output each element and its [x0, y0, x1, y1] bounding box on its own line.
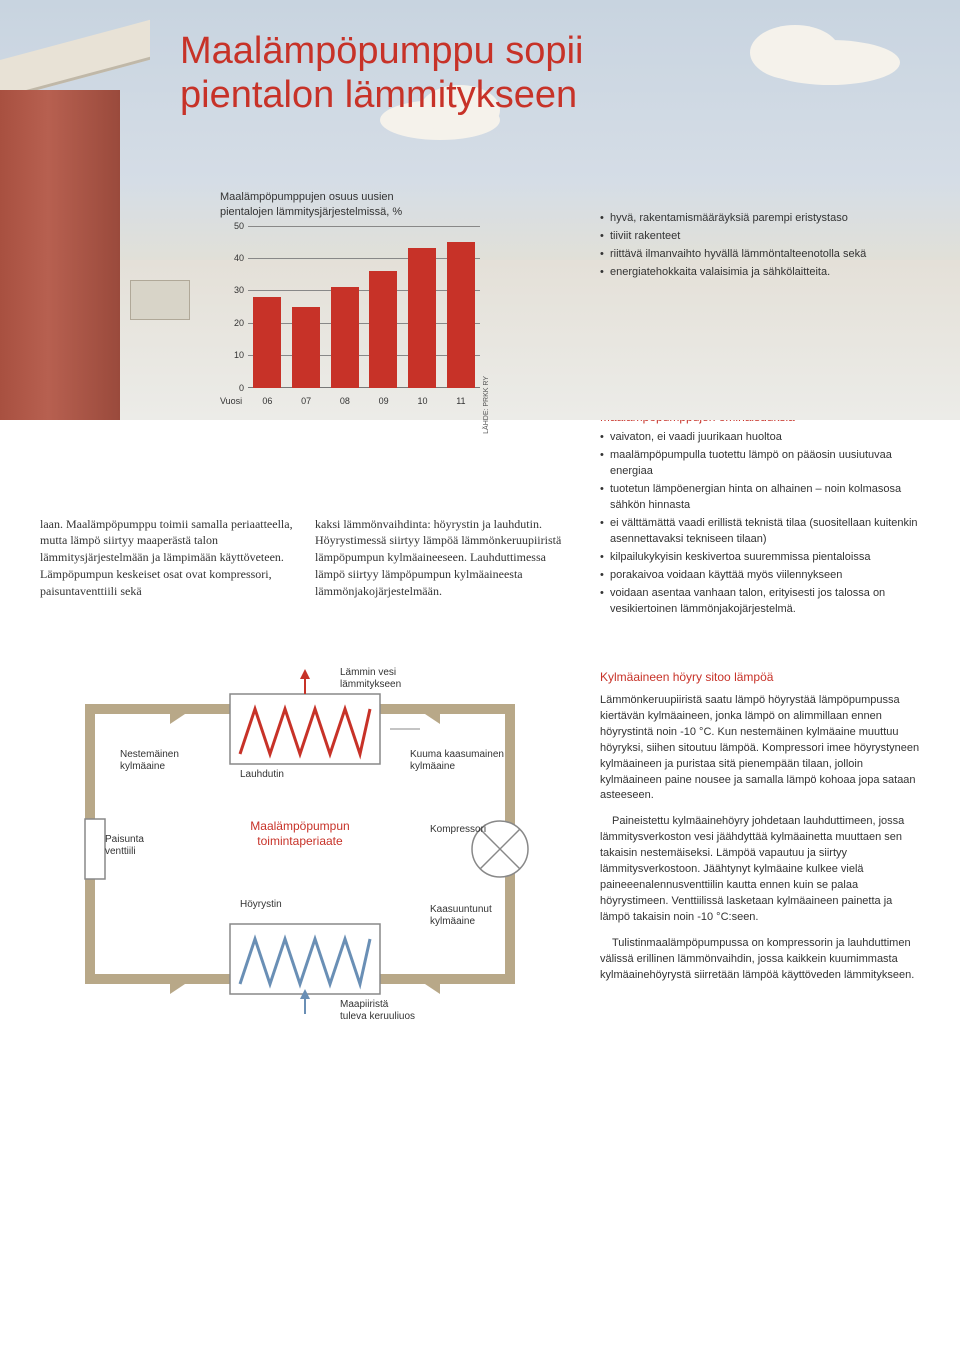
body-columns: laan. Maalämpöpumppu toimii samalla peri…	[40, 516, 570, 600]
list-item: ei välttämättä vaadi erillistä teknistä …	[600, 516, 920, 548]
list-item: voidaan asentaa vanhaan talon, erityises…	[600, 586, 920, 618]
refrigerant-p1: Lämmönkeruupiiristä saatu lämpö höyrystä…	[600, 693, 920, 805]
chart-title: Maalämpöpumppujen osuus uusien pientaloj…	[220, 190, 520, 220]
list-item: riittävä ilmanvaihto hyvällä lämmöntalte…	[600, 247, 920, 263]
label-hoyrystin: Höyrystin	[240, 899, 282, 911]
list-item: vaivaton, ei vaadi juurikaan huoltoa	[600, 430, 920, 446]
label-lauhdutin: Lauhdutin	[240, 769, 284, 781]
body-para-1: laan. Maalämpöpumppu toimii samalla peri…	[40, 516, 295, 600]
label-kuuma: Kuuma kaasumainen kylmäaine	[410, 749, 504, 773]
refrigerant-heading: Kylmäaineen höyry sitoo lämpöä	[600, 669, 920, 686]
list-item: porakaivoa voidaan käyttää myös viilenny…	[600, 568, 920, 584]
list-item: kilpailukykyisin keskivertoa suuremmissa…	[600, 550, 920, 566]
refrigerant-p3: Tulistinmaalämpöpumpussa on kompressorin…	[600, 936, 920, 984]
house-wall	[0, 90, 120, 420]
cloud-decoration	[750, 25, 840, 80]
heat-pump-diagram: Nestemäinen kylmäaine Paisunta venttiili…	[40, 669, 570, 1019]
bar-chart: Maalämpöpumppujen osuus uusien pientaloj…	[220, 190, 520, 406]
label-maapiirista: Maapiiristä tuleva keruuliuos	[340, 999, 415, 1023]
list-item: energiatehokkaita valaisimia ja sähkölai…	[600, 265, 920, 281]
features-list: vaivaton, ei vaadi juurikaan huoltoa maal…	[600, 430, 920, 617]
list-item: maalämpöpumpulla tuotettu lämpö on pääos…	[600, 448, 920, 480]
diagram-title: Maalämpöpumpun toimintaperiaate	[215, 819, 385, 848]
label-paisunta: Paisunta venttiili	[105, 834, 144, 858]
list-item: tuotetun lämpöenergian hinta on alhainen…	[600, 482, 920, 514]
small-house	[130, 280, 190, 320]
label-lammin: Lämmin vesi lämmitykseen	[340, 667, 401, 691]
list-item: hyvä, rakentamismääräyksiä parempi erist…	[600, 211, 920, 227]
body-para-2: kaksi lämmönvaihdinta: höyrystin ja lauh…	[315, 516, 570, 600]
label-nestemainen: Nestemäinen kylmäaine	[120, 749, 179, 773]
page-title: Maalämpöpumppu sopii pientalon lämmityks…	[180, 30, 583, 117]
label-kompressori: Kompressori	[430, 824, 486, 836]
list-item: tiiviit rakenteet	[600, 229, 920, 245]
label-kaasuuntunut: Kaasuuntunut kylmäaine	[430, 904, 492, 928]
refrigerant-p2: Paineistettu kylmäainehöyry johdetaan la…	[600, 814, 920, 926]
